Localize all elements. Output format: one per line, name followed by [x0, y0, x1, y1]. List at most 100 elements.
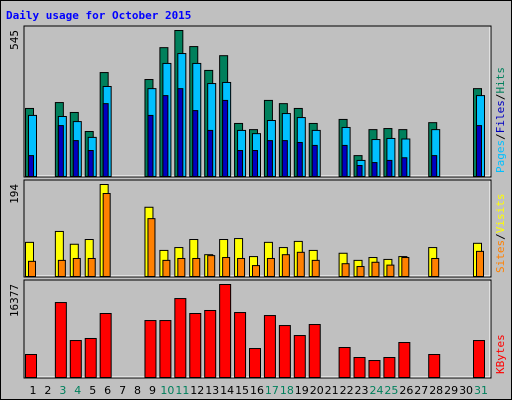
bar — [99, 313, 112, 378]
x-tick-label: 27 — [414, 384, 428, 397]
x-tick-label: 15 — [235, 384, 249, 397]
bar — [28, 260, 36, 277]
bar — [177, 88, 184, 177]
x-tick-label: 13 — [205, 384, 219, 397]
bar — [311, 144, 318, 178]
x-tick-label: 3 — [59, 384, 66, 397]
bar — [222, 99, 229, 177]
x-tick-label: 22 — [340, 384, 354, 397]
bar — [102, 103, 109, 177]
bar — [428, 354, 441, 378]
bar — [249, 348, 261, 379]
bar — [296, 141, 303, 177]
bar — [281, 140, 288, 177]
legend-separator: / — [494, 233, 507, 240]
x-tick-label: 17 — [265, 384, 279, 397]
legend-entry: Visits — [494, 194, 507, 234]
bar — [87, 257, 96, 277]
bar — [147, 114, 154, 178]
legend-separator: / — [494, 94, 507, 101]
bar — [311, 259, 320, 277]
bar — [386, 264, 395, 278]
bar — [368, 360, 381, 378]
x-tick-label: 19 — [295, 384, 309, 397]
bar — [28, 155, 34, 177]
bar — [204, 309, 217, 378]
bar — [353, 357, 366, 378]
bar — [159, 320, 172, 379]
x-tick-label: 21 — [325, 384, 339, 397]
bar — [177, 257, 186, 277]
y-tick-label: 194 — [8, 184, 21, 204]
bar — [356, 165, 363, 177]
x-tick-label: 6 — [104, 384, 111, 397]
legend: KBytes — [494, 334, 507, 374]
legend-entry: Files — [494, 100, 507, 133]
bar — [192, 110, 199, 177]
bar — [476, 125, 482, 177]
x-tick-label: 14 — [220, 384, 234, 397]
bar — [308, 324, 321, 378]
bar — [293, 335, 306, 378]
bar — [266, 257, 275, 277]
x-tick-label: 18 — [280, 384, 294, 397]
x-tick-label: 24 — [369, 384, 383, 397]
legend: Sites/Visits — [494, 194, 507, 274]
bar — [263, 315, 276, 379]
bar — [341, 144, 348, 178]
bar — [54, 302, 67, 379]
y-tick-label: 545 — [8, 30, 21, 50]
bar — [371, 162, 378, 177]
bar — [476, 250, 484, 278]
bar — [72, 257, 81, 277]
bar — [383, 357, 396, 378]
x-tick-label: 10 — [160, 384, 174, 397]
bar — [147, 218, 156, 278]
bar — [207, 129, 214, 178]
x-tick-label: 4 — [74, 384, 81, 397]
legend: Pages/Files/Hits — [494, 67, 507, 173]
bar — [237, 150, 244, 177]
x-tick-label: 7 — [119, 384, 126, 397]
x-tick-label: 2 — [44, 384, 51, 397]
bar — [266, 140, 273, 177]
legend-entry: Pages — [494, 140, 507, 173]
x-tick-label: 28 — [429, 384, 443, 397]
bar — [234, 312, 247, 378]
x-tick-label: 23 — [355, 384, 369, 397]
x-tick-label: 12 — [190, 384, 204, 397]
bar — [222, 257, 231, 277]
chart-title: Daily usage for October 2015 — [6, 9, 191, 22]
bar — [189, 313, 202, 378]
bar — [401, 157, 408, 178]
x-tick-label: 5 — [89, 384, 96, 397]
bar — [174, 298, 187, 378]
x-tick-label: 11 — [175, 384, 189, 397]
legend-entry: KBytes — [494, 334, 507, 374]
bar — [473, 340, 485, 378]
bar — [144, 320, 157, 379]
bar — [371, 261, 380, 277]
bar — [341, 263, 350, 277]
bar — [69, 340, 82, 378]
bar — [87, 150, 94, 177]
bar — [219, 284, 232, 378]
x-tick-label: 16 — [250, 384, 264, 397]
x-tick-label: 29 — [444, 384, 458, 397]
x-tick-label: 31 — [474, 384, 488, 397]
x-tick-label: 1 — [30, 384, 37, 397]
x-tick-label: 30 — [459, 384, 473, 397]
bar — [386, 159, 393, 177]
bar — [57, 125, 64, 177]
x-tick-label: 26 — [399, 384, 413, 397]
bar — [401, 257, 410, 277]
legend-entry: Hits — [494, 67, 507, 94]
bar — [162, 259, 171, 277]
bar — [252, 265, 260, 277]
legend-separator: / — [494, 133, 507, 140]
x-tick-label: 9 — [149, 384, 156, 397]
x-tick-label: 25 — [384, 384, 398, 397]
legend-entry: Sites — [494, 240, 507, 273]
bar — [192, 257, 201, 277]
bar — [278, 325, 291, 379]
